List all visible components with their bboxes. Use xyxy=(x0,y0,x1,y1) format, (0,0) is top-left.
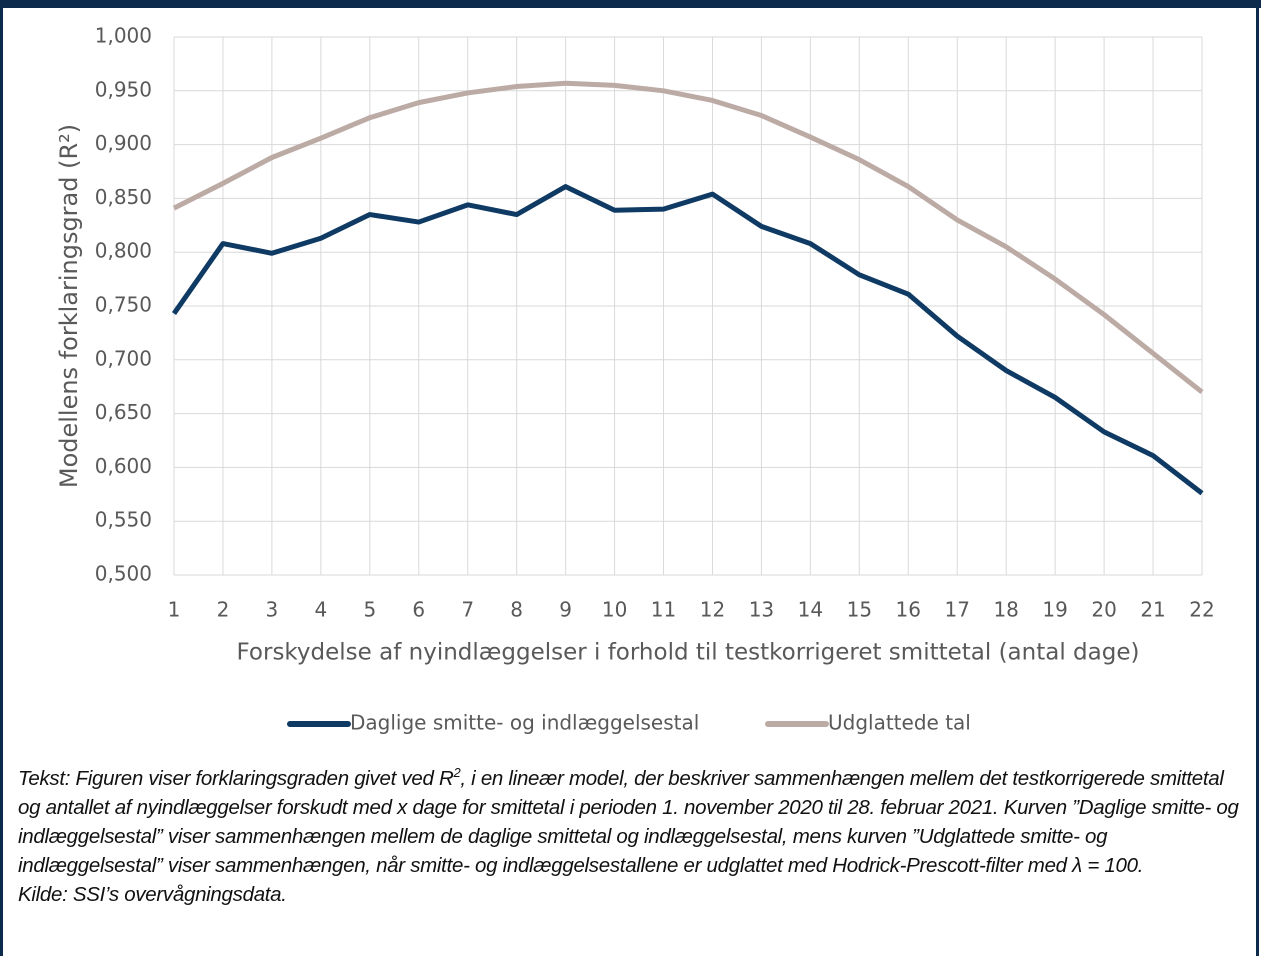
y-tick-label: 0,600 xyxy=(95,454,152,478)
x-tick-label: 17 xyxy=(945,598,970,622)
x-tick-label: 19 xyxy=(1042,598,1067,622)
series-line xyxy=(171,184,1204,496)
x-axis-label: Forskydelse af nyindlæggelser i forhold … xyxy=(237,640,1140,666)
frame-left xyxy=(0,0,3,956)
x-tick-label: 16 xyxy=(896,598,921,622)
x-tick-label: 5 xyxy=(363,598,376,622)
x-tick-label: 11 xyxy=(651,598,676,622)
x-tick-label: 14 xyxy=(798,598,823,622)
series-line xyxy=(172,80,1204,395)
y-tick-label: 0,500 xyxy=(95,562,152,586)
y-tick-label: 1,000 xyxy=(95,24,152,48)
x-tick-label: 20 xyxy=(1091,598,1116,622)
x-tick-label: 8 xyxy=(510,598,523,622)
source: Kilde: SSI’s overvågningsdata. xyxy=(18,883,287,906)
x-tick-label: 18 xyxy=(993,598,1018,622)
y-tick-label: 0,900 xyxy=(95,131,152,155)
frame-right xyxy=(1256,0,1259,956)
x-tick-label: 10 xyxy=(602,598,627,622)
y-tick-label: 0,850 xyxy=(95,185,152,209)
caption-sup: 2 xyxy=(453,765,461,781)
x-tick-label: 9 xyxy=(559,598,572,622)
y-tick-label: 0,650 xyxy=(95,400,152,424)
legend-label: Udglattede tal xyxy=(828,711,971,735)
y-tick-label: 0,750 xyxy=(95,293,152,317)
x-tick-label: 22 xyxy=(1189,598,1214,622)
x-tick-label: 21 xyxy=(1140,598,1165,622)
caption-text: , i en lineær model, der beskriver samme… xyxy=(18,767,1239,877)
y-tick-label: 0,800 xyxy=(95,239,152,263)
top-bar xyxy=(0,0,1261,8)
caption: Tekst: Figuren viser forklaringsgraden g… xyxy=(18,764,1250,909)
x-tick-label: 13 xyxy=(749,598,774,622)
y-axis-label: Modellens forklaringsgrad (R²) xyxy=(55,124,83,488)
caption-text: Tekst: Figuren viser forklaringsgraden g… xyxy=(18,767,454,790)
x-tick-label: 12 xyxy=(700,598,725,622)
y-tick-label: 0,950 xyxy=(95,77,152,101)
y-tick-label: 0,700 xyxy=(95,346,152,370)
y-tick-label: 0,550 xyxy=(95,508,152,532)
x-tick-label: 3 xyxy=(266,598,279,622)
x-tick-label: 1 xyxy=(168,598,181,622)
x-tick-label: 15 xyxy=(847,598,872,622)
x-tick-label: 7 xyxy=(461,598,474,622)
legend-label: Daglige smitte- og indlæggelsestal xyxy=(350,711,699,735)
x-tick-label: 2 xyxy=(217,598,230,622)
x-tick-label: 6 xyxy=(412,598,425,622)
x-tick-label: 4 xyxy=(314,598,327,622)
